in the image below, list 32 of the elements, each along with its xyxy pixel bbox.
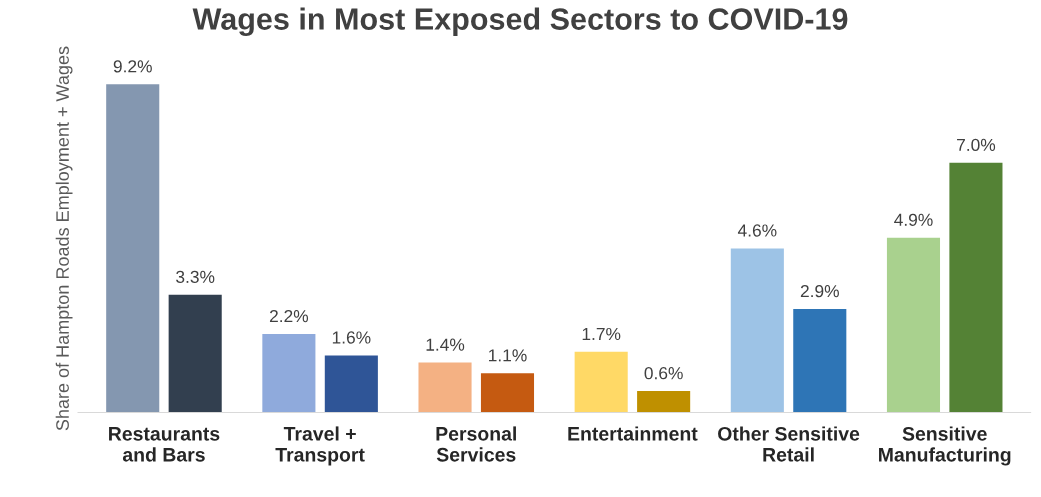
x-tick-label: Travel + Transport (275, 426, 365, 466)
data-label: 7.0% (957, 138, 996, 152)
y-axis-title: Share of Hampton Roads Employment + Wages (55, 46, 73, 431)
bar (730, 248, 784, 413)
bar (262, 334, 316, 413)
bar (106, 84, 160, 413)
bar (793, 309, 847, 413)
bar (324, 355, 378, 413)
bar (480, 373, 535, 413)
bar (418, 362, 472, 413)
data-label: 4.6% (737, 224, 777, 237)
bar (637, 391, 691, 413)
bar (886, 237, 941, 413)
x-tick-label: Sensitive Manufacturing (879, 426, 1011, 466)
data-label: 0.6% (644, 367, 683, 380)
data-label: 3.3% (176, 270, 215, 284)
data-label: 4.9% (894, 213, 933, 226)
x-tick-label: Other Sensitive Retail (718, 426, 860, 462)
data-label: 1.4% (426, 338, 465, 351)
data-label: 1.7% (582, 327, 621, 341)
data-label: 2.2% (269, 309, 309, 323)
data-label: 2.9% (800, 284, 839, 298)
chart-title: Wages in Most Exposed Sectors to COVID-19 (192, 7, 848, 37)
data-label: 1.1% (489, 349, 527, 362)
bar (949, 162, 1003, 413)
data-label: 9.2% (113, 60, 152, 73)
bar (574, 351, 628, 413)
bar (168, 294, 222, 413)
x-tick-label: Restaurants and Bars (109, 427, 220, 462)
data-label: 1.6% (332, 331, 371, 344)
x-tick-label: Personal Services (436, 426, 516, 462)
x-tick-label: Entertainment (568, 426, 698, 441)
